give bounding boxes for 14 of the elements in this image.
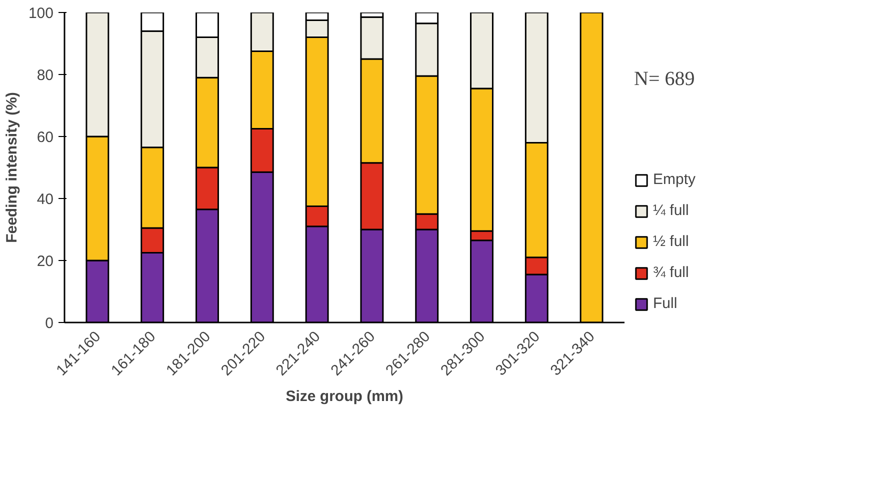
text: N= 689: [634, 68, 696, 91]
legend-label: ¾ full: [653, 264, 689, 281]
y-tick-label: 40: [36, 191, 54, 208]
y-tick-label: 0: [45, 315, 54, 332]
legend-label: Full: [653, 295, 678, 312]
x-axis-title: Size group (mm): [286, 388, 404, 406]
y-tick-label: 100: [28, 5, 54, 22]
legend-label: ¼ full: [653, 202, 689, 219]
y-tick-label: 60: [36, 129, 54, 146]
y-tick-label: 20: [36, 253, 54, 270]
y-axis-title: Feeding intensity (%): [3, 92, 20, 243]
legend-label: Empty: [653, 171, 696, 188]
y-tick-label: 80: [36, 67, 54, 84]
legend-label: ½ full: [653, 233, 689, 250]
